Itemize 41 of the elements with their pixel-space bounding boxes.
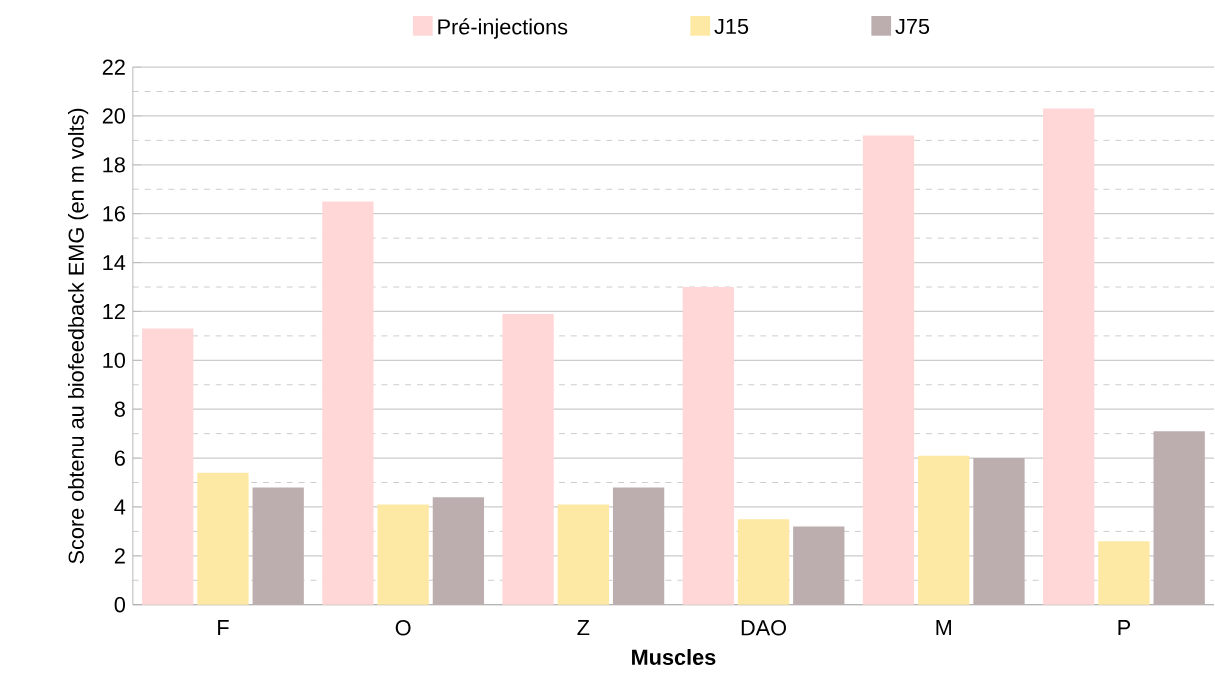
x-tick-label: M bbox=[936, 620, 951, 636]
y-tick-label: 10 bbox=[103, 352, 126, 369]
bar bbox=[322, 201, 374, 605]
x-tick-label: P bbox=[1118, 620, 1131, 636]
bar bbox=[918, 455, 970, 605]
legend-label: J15 bbox=[714, 19, 749, 35]
y-tick-label: 16 bbox=[103, 206, 125, 222]
bar bbox=[557, 504, 609, 605]
y-tick-label: 4 bbox=[114, 499, 126, 515]
bar bbox=[862, 135, 915, 605]
bar bbox=[793, 526, 845, 605]
y-tick-label: 20 bbox=[102, 108, 126, 124]
y-tick-label: 22 bbox=[102, 59, 125, 75]
y-tick-label: 0 bbox=[114, 597, 126, 613]
legend-label: J75 bbox=[895, 19, 930, 35]
y-tick-label: 6 bbox=[114, 450, 125, 467]
bar bbox=[377, 504, 429, 605]
bar bbox=[142, 328, 194, 605]
y-tick-label: 2 bbox=[114, 548, 125, 564]
bar bbox=[1153, 431, 1205, 605]
bar bbox=[1098, 541, 1150, 605]
y-tick-label: 12 bbox=[103, 304, 125, 320]
x-tick-label: DAO bbox=[741, 620, 787, 636]
bar bbox=[1043, 108, 1095, 605]
bar bbox=[502, 314, 554, 605]
x-axis-title: Muscles bbox=[632, 649, 716, 666]
bar bbox=[612, 487, 665, 605]
bar bbox=[197, 472, 249, 605]
y-tick-label: 8 bbox=[114, 401, 125, 418]
y-axis-title: Score obtenu au biofeedback EMG (en m volts) bbox=[67, 108, 89, 564]
bar bbox=[682, 287, 734, 605]
bar bbox=[973, 458, 1025, 605]
bar bbox=[432, 497, 485, 605]
x-tick-label: F bbox=[218, 620, 229, 636]
y-tick-label: 14 bbox=[103, 255, 126, 271]
legend-label: Pré-injections bbox=[438, 18, 568, 40]
y-tick-label: 18 bbox=[103, 157, 125, 173]
x-tick-label: Z bbox=[577, 620, 590, 636]
bar bbox=[252, 487, 304, 605]
bar bbox=[737, 519, 790, 605]
x-tick-label: O bbox=[395, 620, 411, 636]
